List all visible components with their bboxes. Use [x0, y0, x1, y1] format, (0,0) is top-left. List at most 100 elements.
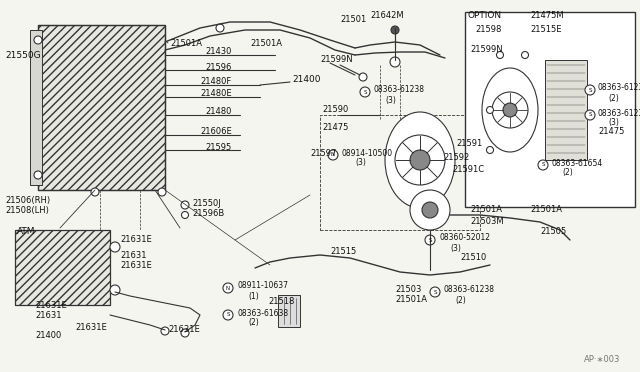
Circle shape — [430, 287, 440, 297]
Ellipse shape — [385, 112, 455, 208]
Text: 21475M: 21475M — [530, 12, 564, 20]
Text: (3): (3) — [450, 244, 461, 253]
Text: 21501: 21501 — [340, 16, 366, 25]
Circle shape — [425, 235, 435, 245]
Text: (1): (1) — [248, 292, 259, 301]
Circle shape — [110, 242, 120, 252]
Text: S: S — [428, 237, 432, 243]
Text: 21599N: 21599N — [470, 45, 502, 55]
Circle shape — [181, 201, 189, 209]
Bar — [545, 60, 587, 160]
Text: 08363-61238: 08363-61238 — [598, 109, 640, 118]
Circle shape — [216, 24, 224, 32]
Circle shape — [492, 92, 528, 128]
Circle shape — [360, 87, 370, 97]
Text: S: S — [541, 163, 545, 167]
Text: (2): (2) — [455, 295, 466, 305]
Text: 21501A: 21501A — [470, 205, 502, 215]
Text: 21596: 21596 — [205, 62, 232, 71]
Circle shape — [181, 329, 189, 337]
Bar — [15, 230, 110, 305]
Text: 21400: 21400 — [35, 330, 61, 340]
Circle shape — [538, 160, 548, 170]
Text: 21596B: 21596B — [192, 208, 224, 218]
Text: 21475: 21475 — [598, 128, 625, 137]
Text: 08363-61654: 08363-61654 — [552, 158, 604, 167]
Text: 21475: 21475 — [322, 124, 348, 132]
Bar — [38, 25, 165, 190]
Text: 21597: 21597 — [310, 148, 337, 157]
Text: 21508(LH): 21508(LH) — [5, 205, 49, 215]
Circle shape — [395, 135, 445, 185]
Text: 21631: 21631 — [35, 311, 61, 320]
Text: (3): (3) — [355, 158, 366, 167]
Bar — [30, 30, 42, 185]
Circle shape — [328, 150, 338, 160]
Bar — [278, 295, 300, 327]
Circle shape — [522, 51, 529, 58]
Text: 08363-61638: 08363-61638 — [238, 308, 289, 317]
Circle shape — [410, 150, 430, 170]
Text: 21550J: 21550J — [192, 199, 221, 208]
Text: S: S — [588, 87, 592, 93]
Text: 08360-52012: 08360-52012 — [440, 234, 491, 243]
Text: 08363-61238: 08363-61238 — [444, 285, 495, 295]
Circle shape — [422, 202, 438, 218]
Text: (2): (2) — [608, 93, 619, 103]
Circle shape — [223, 310, 233, 320]
Bar — [320, 115, 480, 230]
Text: 21501A: 21501A — [250, 38, 282, 48]
Text: (3): (3) — [385, 96, 396, 105]
Text: S: S — [227, 312, 230, 317]
Circle shape — [110, 285, 120, 295]
Text: 21503M: 21503M — [470, 218, 504, 227]
Circle shape — [410, 190, 450, 230]
Text: 21510: 21510 — [460, 253, 486, 263]
Bar — [38, 25, 165, 190]
Text: 21599N: 21599N — [320, 55, 353, 64]
Bar — [15, 230, 110, 305]
Text: 21480: 21480 — [205, 108, 232, 116]
Text: 21595: 21595 — [205, 142, 231, 151]
Text: 21515: 21515 — [330, 247, 356, 257]
Text: 21642M: 21642M — [370, 10, 404, 19]
Circle shape — [182, 212, 189, 218]
Circle shape — [91, 188, 99, 196]
Text: 21631E-: 21631E- — [35, 301, 70, 310]
Circle shape — [359, 73, 367, 81]
Circle shape — [585, 110, 595, 120]
Text: 21430: 21430 — [205, 48, 232, 57]
Text: 21550G: 21550G — [5, 51, 40, 60]
Circle shape — [34, 36, 42, 44]
Text: ATM: ATM — [17, 228, 35, 237]
Circle shape — [391, 26, 399, 34]
Text: 21400: 21400 — [292, 76, 321, 84]
Text: 21631: 21631 — [120, 250, 147, 260]
Circle shape — [497, 51, 504, 58]
Text: 21591C: 21591C — [452, 166, 484, 174]
Text: S: S — [364, 90, 367, 94]
Circle shape — [585, 85, 595, 95]
Circle shape — [34, 171, 42, 179]
Text: 21631E: 21631E — [168, 326, 200, 334]
Text: 21592: 21592 — [443, 154, 469, 163]
Text: (2): (2) — [562, 169, 573, 177]
Text: 21506(RH): 21506(RH) — [5, 196, 50, 205]
Bar — [465, 12, 635, 207]
Text: 21480E: 21480E — [200, 90, 232, 99]
Circle shape — [503, 103, 517, 117]
Ellipse shape — [482, 68, 538, 152]
Text: 08363-61238: 08363-61238 — [598, 83, 640, 93]
Text: OPTION: OPTION — [468, 12, 502, 20]
Circle shape — [223, 283, 233, 293]
Text: (2): (2) — [248, 318, 259, 327]
Text: S: S — [588, 112, 592, 118]
Text: 21606E: 21606E — [200, 128, 232, 137]
Text: AP·∗003: AP·∗003 — [584, 356, 620, 365]
Text: S: S — [433, 289, 436, 295]
Text: N: N — [331, 153, 335, 157]
Text: 21503: 21503 — [395, 285, 421, 295]
Text: 21501A: 21501A — [530, 205, 562, 215]
Text: 21505: 21505 — [540, 228, 566, 237]
Text: N: N — [226, 285, 230, 291]
